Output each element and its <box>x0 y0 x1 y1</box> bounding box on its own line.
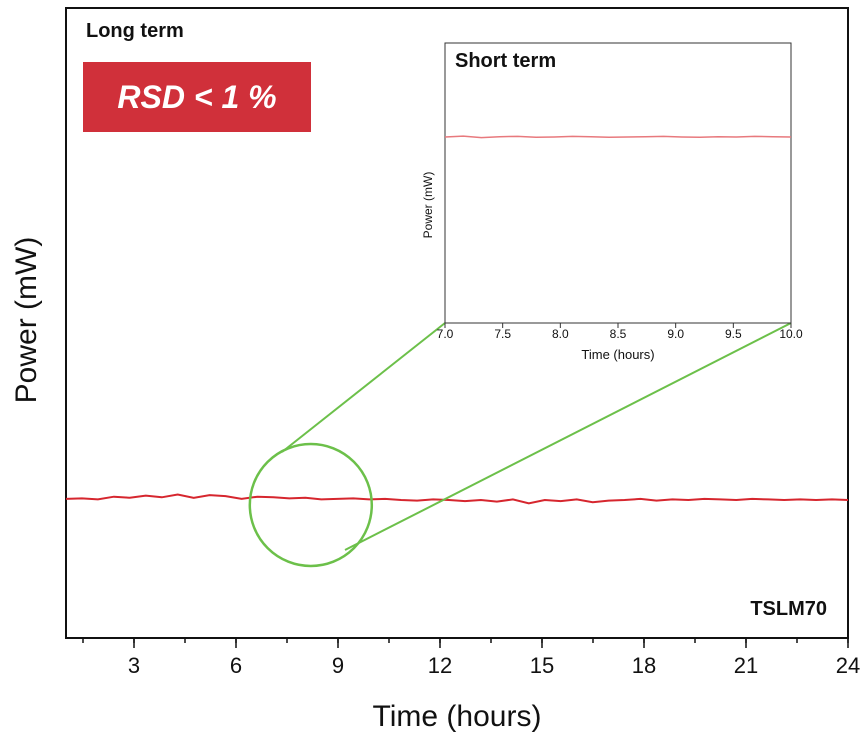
x-tick-label: 9 <box>332 653 344 678</box>
x-tick-label: 15 <box>530 653 554 678</box>
inset-x-tick-label: 7.5 <box>494 327 511 341</box>
x-tick-label: 18 <box>632 653 656 678</box>
short-term-label: Short term <box>455 50 557 72</box>
x-tick-label: 21 <box>734 653 758 678</box>
rsd-badge: RSD < 1 % <box>83 62 311 132</box>
series-long-term <box>65 493 849 505</box>
x-tick-label: 3 <box>128 653 140 678</box>
zoom-connector-right <box>344 322 792 551</box>
main-plot: 3 6 9 12 15 18 21 24 <box>65 7 860 678</box>
model-label: TSLM70 <box>750 598 827 620</box>
series-short-term <box>444 135 792 139</box>
rsd-badge-text: RSD < 1 % <box>117 78 277 115</box>
long-term-label: Long term <box>86 20 184 42</box>
zoom-connector-left <box>281 322 446 453</box>
inset-frame <box>444 42 792 324</box>
inset-x-tick-label: 10.0 <box>779 327 803 341</box>
x-axis-label: Time (hours) <box>372 700 542 733</box>
y-axis-label-container: Power (mW) <box>2 110 52 530</box>
inset-x-tick-label: 9.5 <box>725 327 742 341</box>
x-tick-label: 12 <box>428 653 452 678</box>
inset-x-tick-label: 7.0 <box>437 327 454 341</box>
plot-frame <box>65 7 849 639</box>
inset-x-tick-label: 8.0 <box>552 327 569 341</box>
zoom-indicator <box>248 322 792 568</box>
zoom-circle <box>248 442 374 568</box>
inset-y-axis-label: Power (mW) <box>421 171 435 239</box>
x-tick-label: 6 <box>230 653 242 678</box>
y-axis-label: Power (mW) <box>10 236 43 404</box>
inset-y-axis-label-container: Power (mW) <box>415 130 441 280</box>
x-tick-label: 24 <box>836 653 860 678</box>
inset-x-axis-label: Time (hours) <box>581 347 655 362</box>
inset-x-tick-label: 9.0 <box>667 327 684 341</box>
inset-x-tick-label: 8.5 <box>610 327 627 341</box>
inset-plot: 7.0 7.5 8.0 8.5 9.0 9.5 10.0 <box>437 42 803 341</box>
